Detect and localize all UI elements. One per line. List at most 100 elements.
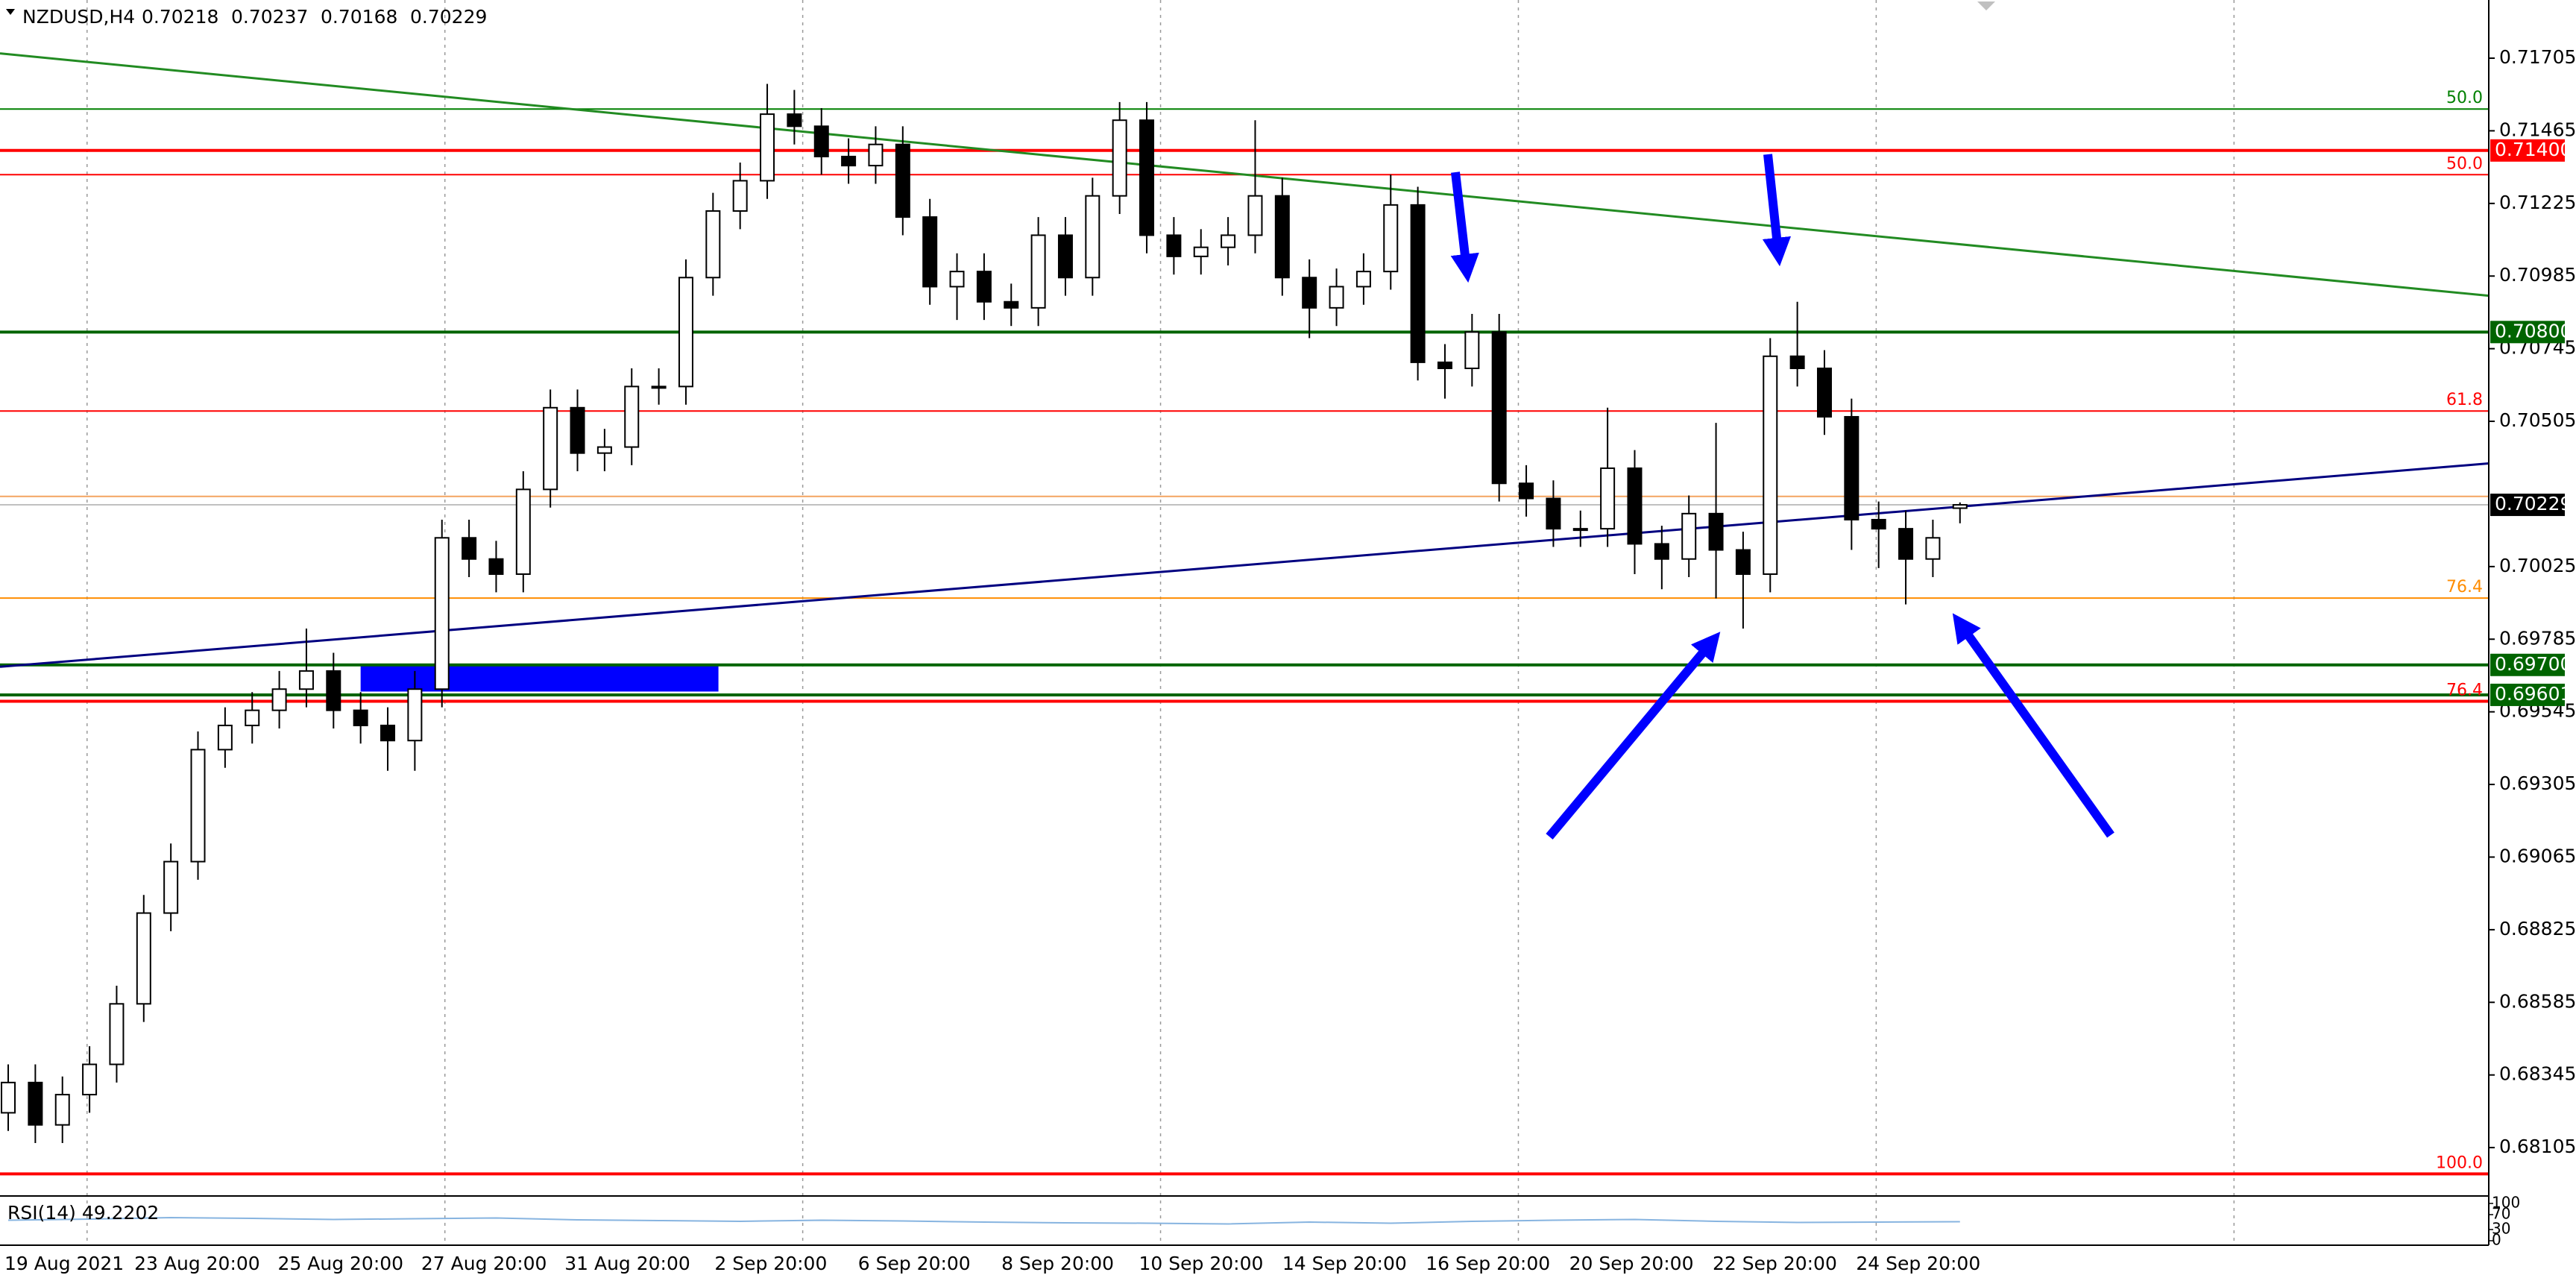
plot: 0.717050.714650.712250.709850.707450.705… [0,46,2576,1274]
price-tag [2490,139,2565,162]
candle-body [705,210,721,279]
price-tag-label: 0.69601 [2495,683,2572,705]
candle-body [1221,234,1236,248]
candle-body [760,113,775,182]
rsi-label: RSI(14) 49.2202 [7,1202,159,1224]
level-tag: 50.0 [2446,89,2483,107]
candle-body [1735,549,1751,576]
x-tick-label: 27 Aug 20:00 [421,1253,547,1274]
candle-body [1030,234,1046,309]
candle-body [732,180,748,212]
arrow [1952,613,2114,838]
y-tick-label: 0.70985 [2499,264,2576,286]
y-tick-label: 0.68585 [2499,990,2576,1012]
candle-body [217,724,233,751]
candle-body [1302,277,1317,309]
candle-body [543,406,558,491]
candle-body [1871,518,1886,530]
candle-body [949,271,965,288]
candle-body [922,216,938,288]
price-tag-label: 0.70229 [2495,493,2572,514]
y-tick-label: 0.70505 [2499,409,2576,431]
ohlc-low: 0.70168 [321,6,397,28]
candle-body [1844,415,1859,520]
level-tag: 76.4 [2446,578,2483,596]
x-tick-label: 6 Sep 20:00 [858,1253,971,1274]
candle-body [1952,504,1968,509]
arrow [1546,632,1721,840]
candle-body [1193,246,1209,257]
candle-body [813,125,829,157]
candle-body [1085,195,1100,279]
candle-body [1681,512,1697,560]
candle-body [380,724,396,742]
candle-body [1572,528,1588,532]
candle-body [1274,195,1290,279]
candle-body [190,749,206,863]
candle-body [841,155,857,167]
x-tick-label: 31 Aug 20:00 [564,1253,690,1274]
time-grid [86,0,2235,1245]
candle-body [624,385,640,448]
candle-body [570,406,585,454]
y-tick-label: 0.71465 [2499,119,2576,140]
ohlc-open: 0.70218 [142,6,218,28]
candle-body [1519,482,1534,500]
price-tag [2490,683,2565,706]
candle-body [298,670,314,690]
candle-body [1,1081,16,1114]
price-tag-label: 0.69700 [2495,653,2572,675]
menu-icon[interactable] [6,9,15,15]
y-tick-label: 0.71225 [2499,192,2576,213]
candle-body [868,143,884,167]
price-tag-label: 0.70800 [2495,320,2572,341]
candle-body [1166,234,1182,257]
x-tick-label: 2 Sep 20:00 [714,1253,827,1274]
candle-body [28,1081,43,1126]
ohlc-close: 0.70229 [410,6,487,28]
chart-title: NZDUSD,H4 [22,6,135,28]
price-tag-label: 0.71400 [2495,139,2572,160]
candle-body [1627,467,1643,545]
y-tick-label: 0.71705 [2499,46,2576,68]
candle-body [1600,467,1616,530]
x-tick-label: 10 Sep 20:00 [1139,1253,1264,1274]
candle-body [326,670,341,711]
candle-body [678,277,693,388]
candle-body [271,688,287,711]
candle-body [1708,512,1724,551]
trendline [0,52,2490,298]
x-tick-label: 20 Sep 20:00 [1569,1253,1694,1274]
rsi-tick-label: 30 [2492,1220,2510,1238]
annotation-arrows [1450,154,2114,840]
candle-body [1546,497,1561,530]
candle-body [1355,271,1371,288]
y-tick-label: 0.68105 [2499,1136,2576,1157]
y-tick-label: 0.70025 [2499,555,2576,576]
y-tick-label: 0.69305 [2499,772,2576,794]
level-tag: 76.4 [2446,681,2483,699]
candle-body [515,488,531,576]
x-tick-label: 14 Sep 20:00 [1282,1253,1407,1274]
candle-body [1139,119,1155,236]
arrow [1762,154,1792,267]
candle-body [462,537,477,560]
candle-body [54,1094,70,1126]
candle-body [1789,355,1805,370]
y-tick-label: 0.68345 [2499,1063,2576,1085]
candle-body [1383,204,1399,273]
candle-body [976,271,992,303]
candle-body [1816,368,1832,418]
candle-body [1437,361,1452,370]
trendline [0,462,2490,668]
candle-body [1898,528,1914,560]
price-tag [2490,494,2565,517]
candle-body [1329,286,1344,309]
price-tag [2490,321,2565,344]
candle-body [488,558,504,576]
candle-body [407,688,423,742]
rsi-tick-label: 0 [2492,1231,2501,1249]
level-tag: 100.0 [2436,1153,2483,1172]
candle-body [1464,331,1480,370]
